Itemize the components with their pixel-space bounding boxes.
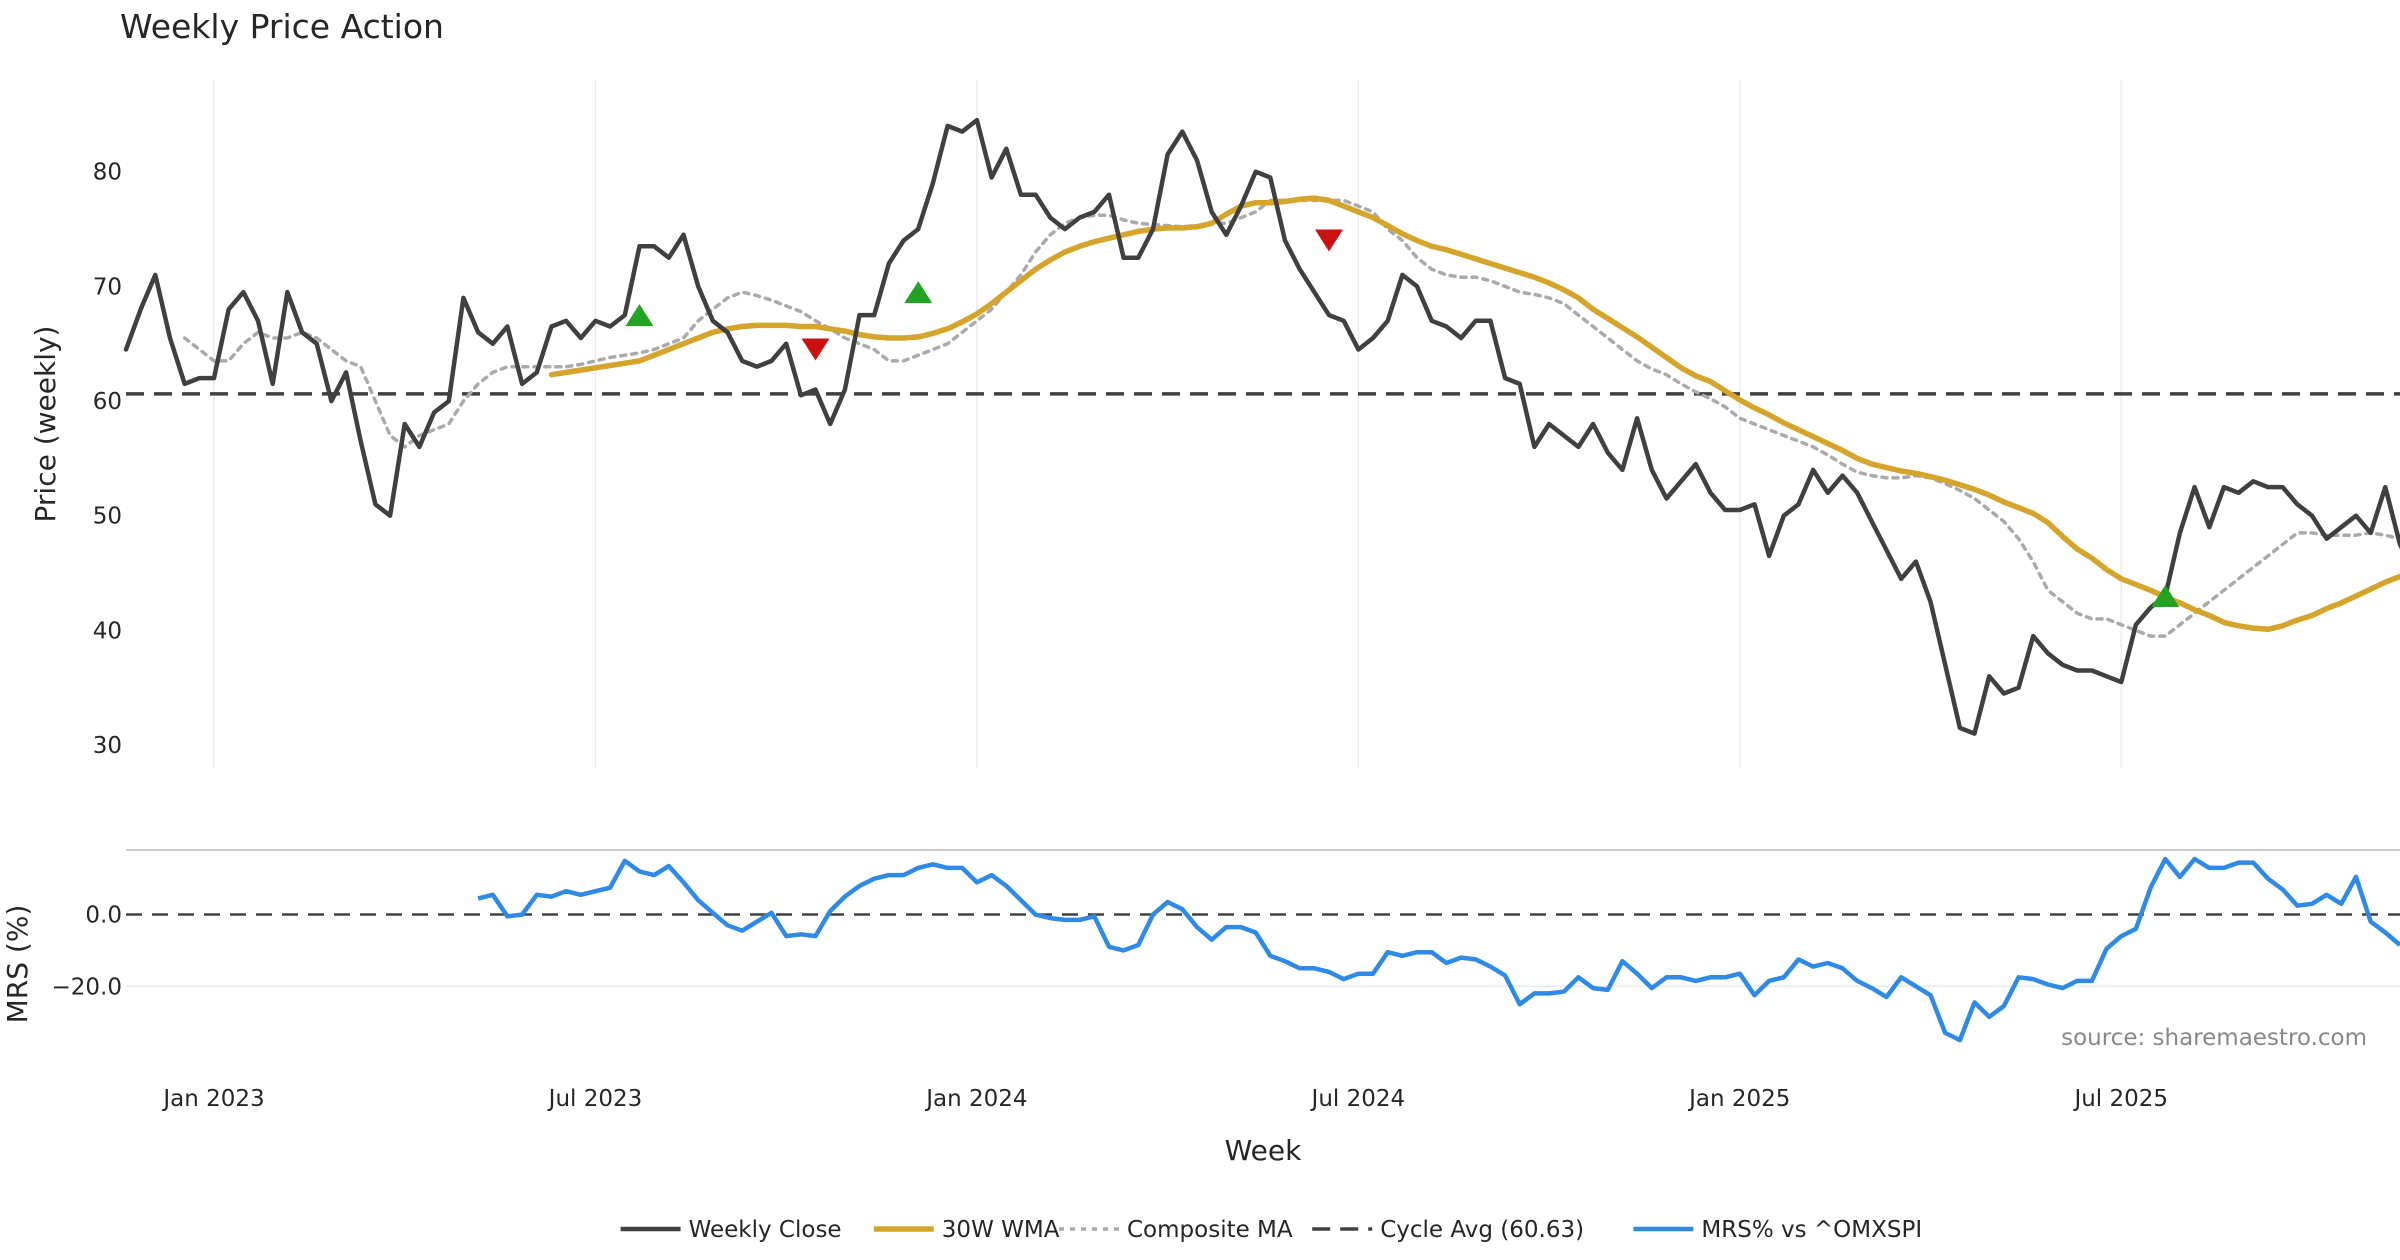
legend-label-1: 30W WMA [942, 1217, 1060, 1243]
legend-label-2: Composite MA [1127, 1217, 1293, 1243]
legend-label-0: Weekly Close [689, 1217, 842, 1243]
price-ylabel: Price (weekly) [29, 326, 62, 523]
price-ytick-80: 80 [93, 160, 122, 186]
30w-wma-line [548, 195, 2400, 633]
xtick-5: Jul 2025 [2072, 1086, 2168, 1112]
x-axis: Jan 2023 Jul 2023 Jan 2024 Jul 2024 Jan 2025… [161, 1086, 2168, 1112]
price-ytick-30: 30 [93, 733, 122, 759]
price-ytick-50: 50 [93, 504, 122, 530]
source-note: source: sharemaestro.com [2061, 1025, 2367, 1051]
legend-label-3: Cycle Avg (60.63) [1380, 1217, 1584, 1243]
buy-signal-marker-0 [625, 304, 654, 327]
xtick-0: Jan 2023 [161, 1086, 264, 1112]
mrs-ytick-1: −20.0 [52, 974, 122, 1000]
sell-signal-marker-3 [1315, 229, 1344, 252]
legend-label-4: MRS% vs ^OMXSPI [1701, 1217, 1922, 1243]
price-ytick-70: 70 [93, 274, 122, 300]
mrs-ylabel: MRS (%) [1, 905, 34, 1024]
chart-title: Weekly Price Action [120, 7, 444, 46]
mrs-ytick-0: 0.0 [85, 903, 122, 929]
price-ytick-40: 40 [93, 618, 122, 644]
x-axis-label: Week [1225, 1134, 1302, 1167]
buy-signal-marker-4 [2151, 585, 2180, 607]
composite-ma-line [182, 198, 2400, 638]
mrs-line [477, 856, 2400, 1043]
legend: Weekly Close 30W WMA Composite MA Cycle Avg… [620, 1217, 1922, 1243]
xtick-2: Jan 2024 [924, 1086, 1027, 1112]
weekly-close-line [123, 117, 2400, 736]
mrs-panel: 0.0 −20.0 MRS (%) [1, 849, 2400, 1043]
xtick-3: Jul 2024 [1310, 1086, 1406, 1112]
price-ytick-60: 60 [93, 389, 122, 415]
sell-signal-marker-1 [801, 338, 830, 361]
price-panel: 30 40 50 60 70 80 Price (weekly) [29, 80, 2400, 768]
buy-signal-marker-2 [904, 281, 933, 304]
xtick-1: Jul 2023 [547, 1086, 643, 1112]
xtick-4: Jan 2025 [1687, 1086, 1790, 1112]
